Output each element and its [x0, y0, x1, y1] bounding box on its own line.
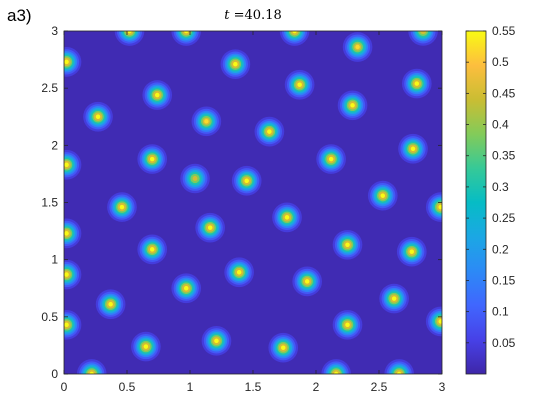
x-axis: 0 0.5 1 1.5 2 2.5 3 [61, 31, 446, 394]
y-axis: 0 0.5 1 1.5 2 2.5 3 [41, 24, 442, 381]
heatmap-spot [292, 266, 323, 297]
y-tick-label: 1.5 [41, 196, 58, 210]
heatmap-spot [342, 32, 373, 62]
heatmap-spot [95, 289, 126, 320]
heatmap-spot [64, 47, 82, 77]
heatmap-spot [425, 306, 442, 337]
chart-title: t =40.18 [64, 8, 442, 23]
x-tick-label: 2.5 [371, 380, 388, 394]
heatmap-spot [279, 31, 310, 46]
heatmap-spot [396, 236, 427, 267]
panel-label: a3) [7, 6, 32, 25]
colorbar-axis: 0.05 0.1 0.15 0.2 0.25 0.3 0.35 0.4 0.45 0.5 0.55 [466, 24, 516, 350]
heatmap-spot [321, 359, 351, 374]
heatmap-spot [425, 192, 442, 222]
heatmap-spot [398, 133, 428, 164]
y-tick-label: 2.5 [41, 81, 58, 95]
heatmap-spot [379, 283, 409, 314]
heatmap-spot [316, 144, 346, 174]
y-tick-label: 0.5 [41, 310, 58, 324]
x-tick-label: 1 [187, 380, 194, 394]
heatmap-spot [195, 212, 225, 243]
heatmap-spot [64, 149, 82, 180]
x-tick-label: 3 [439, 380, 446, 394]
colorbar-tick-label: 0.4 [492, 118, 509, 132]
heatmap-spot [337, 90, 368, 121]
heatmap-spot [83, 101, 113, 132]
heatmap-spot [171, 31, 202, 46]
colorbar-tick-label: 0.45 [492, 86, 516, 100]
heatmap-spot [401, 68, 432, 99]
heatmap-spot [171, 273, 202, 304]
x-tick-label: 2 [313, 380, 320, 394]
heatmap-spot [180, 163, 210, 194]
colorbar-tick-label: 0.5 [492, 55, 509, 69]
colorbar-tick-label: 0.2 [492, 242, 509, 256]
colorbar-tick-label: 0.25 [492, 211, 516, 225]
y-tick-label: 1 [51, 253, 58, 267]
heatmap-field [64, 31, 442, 374]
title-operator: = [229, 8, 245, 23]
heatmap-spot [224, 257, 254, 288]
heatmap-spot [64, 310, 82, 340]
colorbar-tick-label: 0.1 [492, 305, 509, 319]
heatmap-spot [131, 331, 161, 362]
heatmap-spot [254, 116, 285, 147]
colorbar-tick-label: 0.05 [492, 336, 516, 350]
heatmap-spot [408, 31, 438, 46]
heatmap-spot [191, 106, 222, 137]
heatmap-spot [64, 259, 82, 290]
y-tick-label: 3 [51, 24, 58, 38]
colorbar-tick-label: 0.55 [492, 24, 516, 38]
heatmap-spot [201, 326, 232, 356]
x-tick-label: 1.5 [245, 380, 262, 394]
title-variable: t [224, 8, 230, 23]
heatmap-spot [268, 332, 299, 363]
heatmap-spot [137, 234, 168, 265]
colorbar-tick-label: 0.15 [492, 273, 516, 287]
heatmap-spot [231, 165, 262, 196]
heatmap-spot [332, 229, 363, 260]
colorbar-tick-label: 0.3 [492, 180, 509, 194]
heatmap-spot [284, 69, 315, 100]
heatmap-spot [367, 180, 398, 211]
heatmap-spot [272, 202, 302, 233]
heatmap-spot [142, 80, 173, 110]
heatmap-spot [114, 31, 145, 46]
heatmap-spot [220, 49, 251, 79]
heatmap-spot [332, 309, 363, 340]
heatmap-spot [137, 144, 168, 174]
heatmap-spot [64, 218, 82, 249]
x-tick-label: 0.5 [119, 380, 136, 394]
heatmap-spot [384, 359, 414, 374]
heatmap-spot [107, 192, 137, 222]
x-tick-label: 0 [61, 380, 68, 394]
y-tick-label: 0 [51, 367, 58, 381]
colorbar [465, 30, 487, 375]
colorbar-tick-label: 0.35 [492, 149, 516, 163]
y-tick-label: 2 [51, 138, 58, 152]
heatmap-spot [76, 359, 107, 374]
title-value: 40.18 [244, 8, 282, 23]
